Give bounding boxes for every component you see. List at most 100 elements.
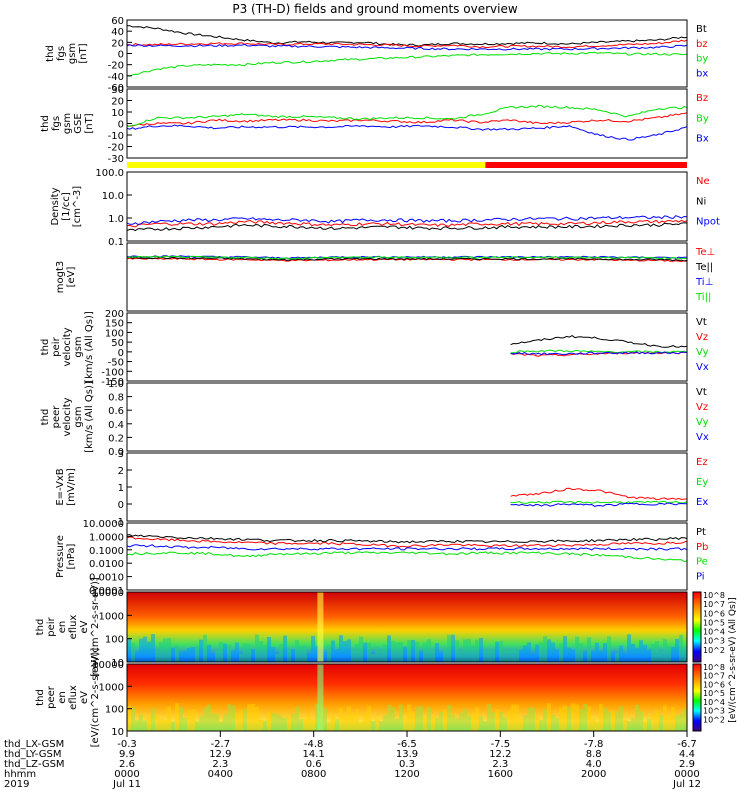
legend-efield: Ez Ey Ex — [696, 457, 708, 508]
spectrogram-cell — [607, 636, 611, 662]
spectrogram-cell — [487, 649, 491, 662]
legend-entry: Vz — [696, 402, 708, 413]
spectrogram-cell — [443, 709, 447, 731]
spectrogram-cell — [631, 643, 635, 662]
legend-entry: Vx — [696, 432, 709, 443]
spectrogram-cell — [415, 707, 419, 731]
spectrogram-cell — [163, 720, 167, 731]
legend-entry: Vy — [696, 347, 709, 358]
colorbar-tick: 10^6 — [703, 609, 725, 618]
y-tick-label: -10 — [108, 131, 124, 142]
spectrogram-cell — [351, 649, 355, 662]
spectrogram-cell — [679, 713, 683, 731]
x-row-label: 2019 — [4, 779, 29, 790]
spectrogram-cell — [563, 636, 567, 662]
spectrogram-cell — [339, 707, 343, 731]
y-axis-label: thd — [45, 45, 56, 62]
spectrogram-cell — [515, 649, 519, 662]
spectrogram-cell — [227, 704, 231, 731]
y-axis-label: peir — [46, 616, 57, 636]
spectrogram-cell — [295, 639, 299, 662]
y-axis-label: [nT] — [84, 113, 95, 133]
y-axis-label: [nPa] — [66, 543, 77, 569]
y-tick-label: -50 — [108, 358, 124, 369]
spectrogram-cell — [279, 715, 283, 731]
spectrogram-cell — [655, 709, 659, 731]
series-line-efield-1 — [510, 500, 688, 504]
spectrogram-cell — [235, 642, 239, 662]
spectrogram-cell — [483, 651, 487, 662]
legend-entry: Vy — [696, 417, 709, 428]
spectrogram-cell — [467, 639, 471, 662]
y-tick-label: 30 — [111, 85, 124, 96]
spectrogram-cell — [491, 650, 495, 662]
spectrogram-cell — [627, 721, 631, 731]
y-tick-label: -150 — [101, 377, 124, 388]
x-tick-label: -7.8 — [584, 739, 604, 750]
y-axis-label: eV — [79, 620, 90, 633]
spectrogram-cell — [627, 634, 631, 662]
spectrogram-cell — [475, 639, 479, 662]
spectrogram-cell — [531, 707, 535, 731]
x-tick-label: 8.8 — [586, 749, 602, 760]
spectrogram-cell — [179, 652, 183, 662]
y-axis-label: gsm — [73, 336, 84, 357]
spectrogram-cell — [139, 638, 143, 662]
panel-frame — [126, 522, 688, 591]
y-tick-label: -40 — [108, 72, 124, 83]
legend-entry: Bt — [696, 24, 707, 35]
y-tick-label: 10000 — [92, 660, 124, 671]
spectrogram-cell — [575, 704, 579, 731]
panel-temperature: mogt3 [eV] — [55, 242, 688, 312]
y-tick-label: 0 — [118, 500, 124, 511]
spectrogram-cell — [363, 642, 367, 662]
legend-fgs-gsm: Bt bz by bx — [696, 24, 708, 79]
y-tick-label: 50 — [111, 338, 124, 349]
y-axis-label: thd — [35, 689, 46, 706]
spectrogram-cell — [367, 706, 371, 731]
panel-pressure: 10.0000 1.0000 0.1000 0.0100 0.0010 0.0001 Pre… — [55, 519, 688, 597]
spectrogram-cell — [227, 645, 231, 662]
spectrogram-cell — [515, 704, 519, 731]
spectrogram-cell — [283, 717, 287, 731]
spectrogram-cell — [511, 704, 515, 731]
spectrogram-cell — [607, 711, 611, 731]
spectrogram-cell — [507, 650, 511, 662]
spectrogram-cell — [387, 635, 391, 662]
spectrogram-cell — [527, 707, 531, 731]
spectrogram-cell — [355, 644, 359, 662]
spectrogram-cell — [203, 635, 207, 662]
spectrogram-cell — [455, 718, 459, 731]
spectrogram-cell — [155, 715, 159, 731]
y-tick-label: 20 — [111, 97, 124, 108]
spectrogram-cell — [675, 715, 679, 731]
legend-entry: by — [696, 54, 708, 65]
series-line-fgs-gsm-3 — [126, 43, 688, 51]
colorbar-tick: 10^5 — [703, 618, 725, 627]
spectrogram-cell — [283, 635, 287, 662]
spectrogram-cell — [427, 639, 431, 662]
spectrogram-cell — [315, 703, 319, 731]
spectrogram-cell — [371, 653, 375, 662]
series-line-peir-velocity-3 — [510, 351, 688, 356]
spectrogram-cell — [391, 640, 395, 662]
y-axis-label: peir — [51, 336, 62, 356]
spectrogram-cell — [291, 648, 295, 662]
series-line-density-2 — [126, 215, 688, 226]
spectrogram-cell — [619, 705, 623, 731]
spectrogram-cell — [355, 709, 359, 731]
series-line-fgs-gsm-1 — [126, 39, 688, 49]
spectrogram-cell — [347, 639, 351, 662]
spectrogram-cell — [519, 649, 523, 662]
spectrogram-cell — [459, 712, 463, 731]
status-bar-red — [485, 162, 687, 168]
spectrogram-cell — [191, 647, 195, 662]
y-tick-label: 0.0010 — [89, 573, 124, 584]
spectrogram-cell — [147, 716, 151, 731]
y-tick-label: 10 — [111, 658, 124, 669]
legend-entry: Npot — [696, 217, 720, 228]
